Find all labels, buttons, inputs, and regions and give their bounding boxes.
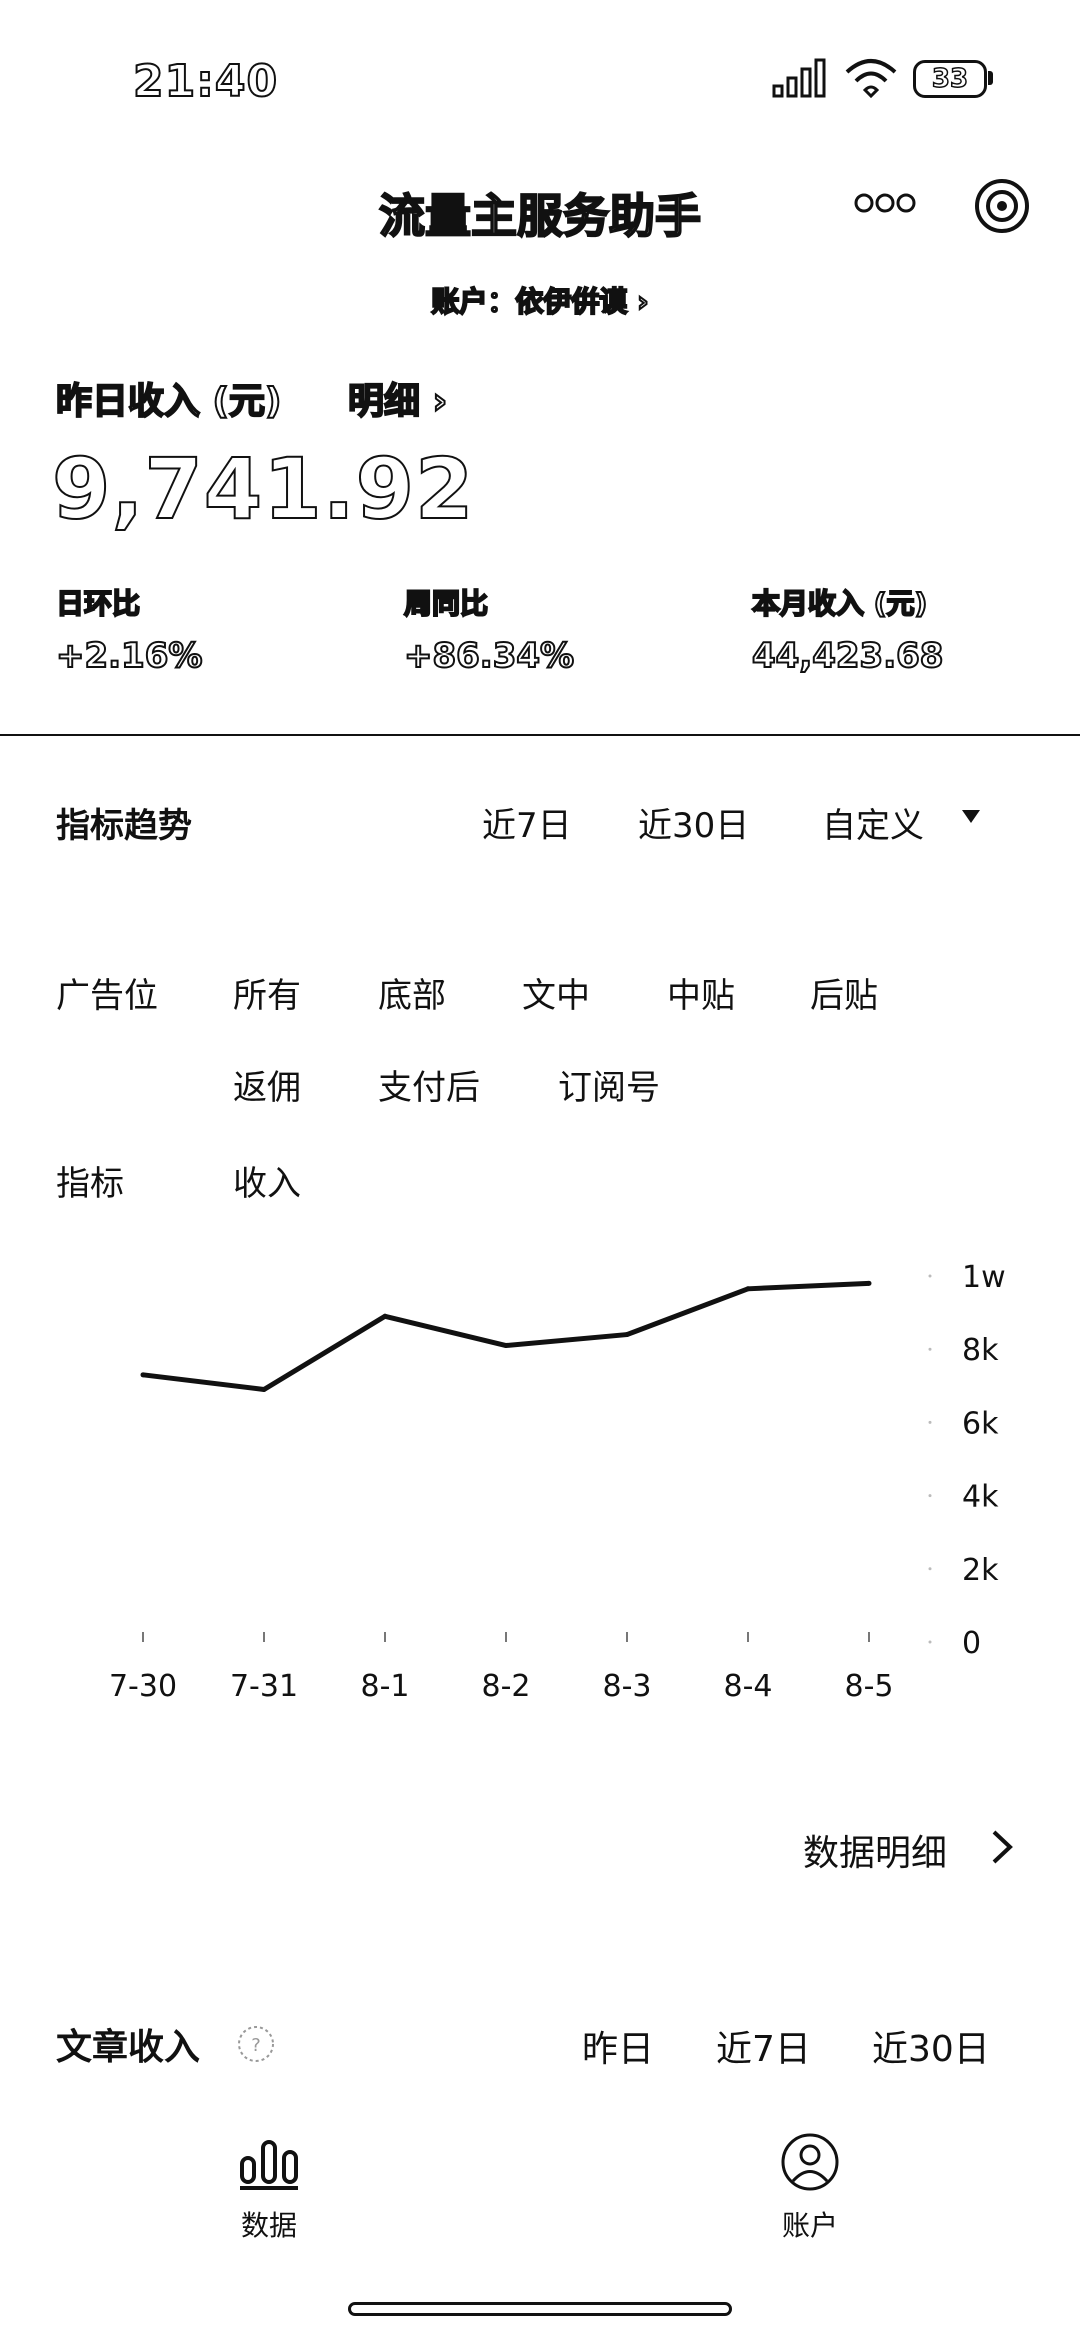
x-tick-label: 8-2 xyxy=(482,1669,531,1704)
y-tick-label: 8k xyxy=(962,1333,999,1368)
ad-option-subscription[interactable]: 订阅号 xyxy=(558,1068,660,1108)
ad-option-all[interactable]: 所有 xyxy=(233,976,301,1016)
more-options-icon[interactable] xyxy=(852,188,918,218)
home-indicator xyxy=(348,2302,732,2316)
yesterday-income-value: 9,741.92 xyxy=(51,439,475,539)
close-mini-program-icon[interactable] xyxy=(974,178,1030,234)
x-tick-label: 8-4 xyxy=(724,1669,773,1704)
day-over-day-value: +2.16% xyxy=(55,635,203,677)
y-tick-label: 6k xyxy=(962,1406,999,1441)
chevron-down-icon[interactable] xyxy=(962,810,980,823)
y-tick-label: 1w xyxy=(962,1260,1006,1295)
user-icon[interactable] xyxy=(780,2132,840,2192)
y-tick-dot xyxy=(928,1347,932,1351)
week-over-week-value: +86.34% xyxy=(403,635,575,677)
wifi-icon xyxy=(845,59,897,99)
ad-option-post[interactable]: 后贴 xyxy=(810,976,878,1016)
account-selector[interactable]: 账户：依伊倂谟 › xyxy=(430,284,649,319)
ad-option-rebate[interactable]: 返佣 xyxy=(233,1068,301,1108)
tab-data[interactable]: 数据 xyxy=(240,2209,297,2242)
status-time: 21:40 xyxy=(132,55,279,108)
y-tick-dot xyxy=(928,1274,932,1278)
y-tick-dot xyxy=(928,1640,932,1644)
data-point[interactable] xyxy=(261,1386,267,1392)
income-detail-link[interactable]: 明细 › xyxy=(347,380,448,423)
svg-text:?: ? xyxy=(251,2035,261,2056)
range-tab-30d[interactable]: 近30日 xyxy=(638,806,750,846)
ad-option-bottom[interactable]: 底部 xyxy=(378,976,446,1016)
metric-option-income[interactable]: 收入 xyxy=(233,1164,301,1204)
y-tick-dot xyxy=(928,1494,932,1498)
battery-icon: 33 xyxy=(913,60,987,98)
y-tick-dot xyxy=(928,1567,932,1571)
y-tick-dot xyxy=(928,1420,932,1424)
y-tick-label: 0 xyxy=(962,1626,981,1661)
x-tick-label: 8-5 xyxy=(845,1669,894,1704)
data-point[interactable] xyxy=(382,1313,388,1319)
battery-tip xyxy=(988,71,993,85)
range-tab-custom[interactable]: 自定义 xyxy=(822,806,924,846)
y-tick-label: 2k xyxy=(962,1553,999,1588)
data-point[interactable] xyxy=(140,1372,146,1378)
metric-label: 指标 xyxy=(56,1164,124,1204)
week-over-week-label: 周同比 xyxy=(403,586,489,621)
help-icon[interactable]: ? xyxy=(236,2024,276,2064)
article-tab-yesterday[interactable]: 昨日 xyxy=(582,2029,655,2070)
chevron-right-icon[interactable] xyxy=(990,1828,1014,1866)
bar-chart-icon[interactable] xyxy=(238,2134,300,2190)
x-tick-label: 7-31 xyxy=(230,1669,298,1704)
yesterday-income-title: 昨日收入 (元) xyxy=(55,380,282,423)
article-tab-7d[interactable]: 近7日 xyxy=(716,2029,811,2070)
page-title: 流量主服务助手 xyxy=(378,188,702,244)
ad-position-label: 广告位 xyxy=(56,976,158,1016)
x-tick-label: 8-1 xyxy=(361,1669,410,1704)
cellular-signal-icon xyxy=(772,58,826,98)
y-tick-label: 4k xyxy=(962,1480,999,1515)
article-income-title: 文章收入 xyxy=(56,2027,201,2068)
day-over-day-label: 日环比 xyxy=(55,586,141,621)
x-tick-label: 8-3 xyxy=(603,1669,652,1704)
data-point[interactable] xyxy=(866,1280,872,1286)
ad-option-in-text[interactable]: 文中 xyxy=(522,976,590,1016)
trend-title: 指标趋势 xyxy=(56,806,192,846)
data-point[interactable] xyxy=(624,1332,630,1338)
month-income-label: 本月收入 (元) xyxy=(751,586,928,621)
data-point[interactable] xyxy=(503,1343,509,1349)
ad-option-mid-post[interactable]: 中贴 xyxy=(667,976,735,1016)
income-trend-chart: 7-30 7-31 8-1 8-2 8-3 8-4 8-5 0 2k 4k 6k 8k 1w xyxy=(109,1260,1006,1704)
x-tick-label: 7-30 xyxy=(109,1669,177,1704)
data-point[interactable] xyxy=(745,1286,751,1292)
month-income-value: 44,423.68 xyxy=(751,635,944,677)
tab-account[interactable]: 账户 xyxy=(781,2209,838,2242)
ad-option-after-payment[interactable]: 支付后 xyxy=(378,1068,480,1108)
range-tab-7d[interactable]: 近7日 xyxy=(482,806,572,846)
income-series-line xyxy=(142,1280,870,1392)
article-tab-30d[interactable]: 近30日 xyxy=(872,2029,990,2070)
data-detail-link[interactable]: 数据明细 xyxy=(803,1833,948,1874)
section-divider xyxy=(0,734,1080,736)
